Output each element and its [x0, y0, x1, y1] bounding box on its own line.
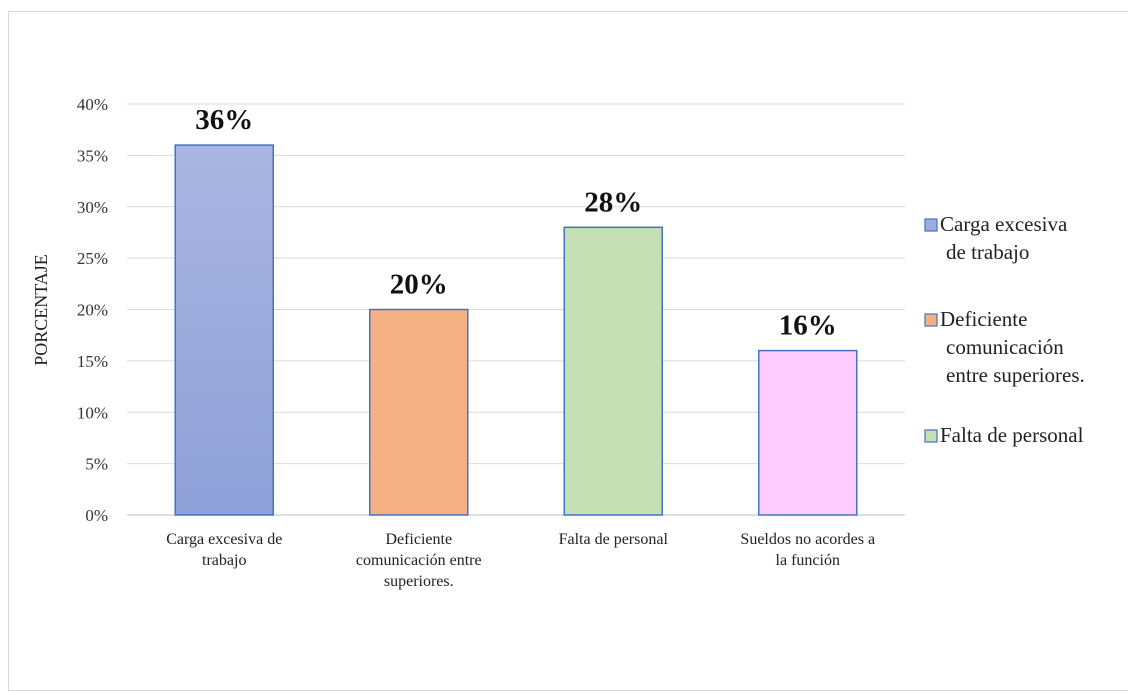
data-label: 36%: [195, 104, 253, 136]
legend-entry: Falta de personal: [940, 423, 1084, 447]
y-tick-label: 40%: [77, 95, 108, 114]
y-axis-title: PORCENTAJE: [31, 254, 51, 366]
y-tick-label: 10%: [77, 403, 108, 422]
y-tick-label: 30%: [77, 198, 108, 217]
y-tick-label: 25%: [77, 249, 108, 268]
x-category-label: Carga excesiva de trabajo: [166, 531, 282, 569]
legend-swatch: [924, 218, 938, 232]
x-category-label: Sueldos no acordes a la función: [740, 531, 875, 569]
legend-entry: Deficiente comunicación entre superiores.: [940, 307, 1085, 387]
x-category-label: Deficiente comunicación entre superiores.: [356, 531, 482, 590]
data-label: 20%: [390, 269, 448, 301]
x-axis-categories: Carga excesiva de trabajo Deficiente comuni…: [166, 531, 875, 590]
data-label: 16%: [779, 310, 837, 342]
data-label: 28%: [584, 186, 642, 218]
bar: [174, 144, 274, 516]
bar: [563, 226, 663, 516]
y-tick-label: 35%: [77, 146, 108, 165]
legend: Carga excesiva de trabajo Deficiente comuni…: [924, 212, 1085, 447]
y-tick-label: 0%: [85, 506, 108, 525]
bar-chart: 0% 5% 10% 15% 20% 25% 30% 35% 40% Carga excesiva…: [31, 95, 1085, 590]
x-category-label: Falta de personal: [559, 531, 669, 548]
y-axis-ticks: 0% 5% 10% 15% 20% 25% 30% 35% 40%: [77, 95, 108, 525]
data-labels: 36% 20% 28% 16%: [195, 104, 837, 342]
y-tick-label: 15%: [77, 352, 108, 371]
y-tick-label: 20%: [77, 301, 108, 320]
bars: [174, 144, 858, 516]
bar: [758, 349, 858, 516]
legend-swatch: [924, 313, 938, 327]
legend-swatch: [924, 429, 938, 443]
legend-entry: Carga excesiva de trabajo: [940, 212, 1068, 264]
bar: [369, 308, 469, 516]
y-tick-label: 5%: [85, 455, 108, 474]
